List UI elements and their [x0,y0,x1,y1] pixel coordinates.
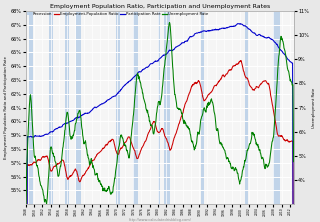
Y-axis label: Employment Population Ratio and Participation Rate: Employment Population Ratio and Particip… [4,56,8,159]
Bar [76,11,81,204]
Bar [273,11,280,204]
Bar [158,11,160,204]
Bar [29,11,33,204]
Bar [201,11,204,204]
Title: Employment Population Ratio, Participation and Unemployment Rates: Employment Population Ratio, Participati… [50,4,270,9]
Legend: Recession, Employment-Population Ratio, Participation Rate, Unemployment Rate: Recession, Employment-Population Ratio, … [27,12,208,16]
Y-axis label: Unemployment Rate: Unemployment Rate [312,87,316,128]
Bar [164,11,170,204]
Bar [133,11,138,204]
Bar [245,11,248,204]
Bar [116,11,120,204]
Text: http://www.calculatedriskblog.com/: http://www.calculatedriskblog.com/ [129,218,191,222]
Bar [65,11,69,204]
Bar [49,11,53,204]
